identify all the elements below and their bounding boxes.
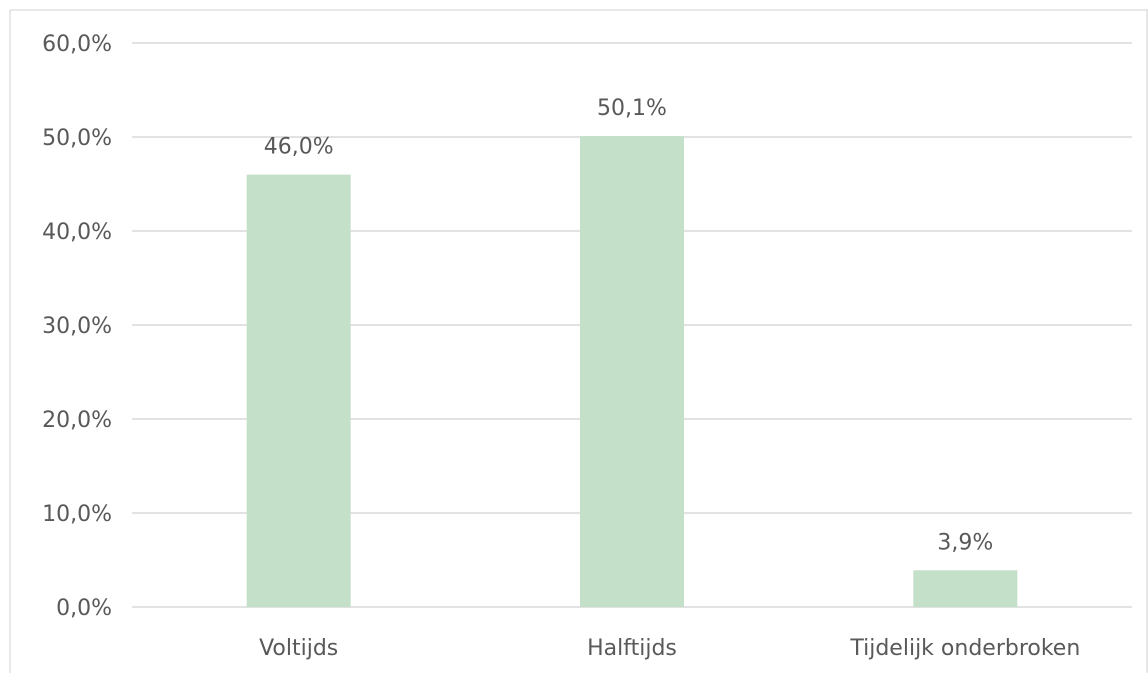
- x-category-label: Tijdelijk onderbroken: [849, 636, 1080, 661]
- y-tick-label: 50,0%: [42, 126, 112, 151]
- y-tick-label: 0,0%: [56, 596, 112, 621]
- x-category-label: Voltijds: [259, 636, 338, 661]
- data-labels: 46,0% 50,1% 3,9%: [264, 96, 994, 555]
- data-label: 46,0%: [264, 135, 334, 160]
- y-tick-label: 40,0%: [42, 220, 112, 245]
- y-tick-label: 10,0%: [42, 502, 112, 527]
- bars: [246, 136, 1018, 607]
- y-tick-label: 30,0%: [42, 314, 112, 339]
- data-label: 3,9%: [937, 530, 993, 555]
- data-label: 50,1%: [597, 96, 667, 121]
- x-axis-category-labels: Voltijds Halftijds Tijdelijk onderbroken: [259, 636, 1080, 661]
- y-axis-tick-labels: 0,0% 10,0% 20,0% 30,0% 40,0% 50,0% 60,0%: [42, 32, 112, 621]
- bar: [580, 136, 684, 607]
- bar: [913, 570, 1018, 607]
- bar: [246, 174, 351, 607]
- y-tick-label: 20,0%: [42, 408, 112, 433]
- y-tick-label: 60,0%: [42, 32, 112, 57]
- x-category-label: Halftijds: [587, 636, 677, 661]
- chart-frame: [9, 9, 1148, 673]
